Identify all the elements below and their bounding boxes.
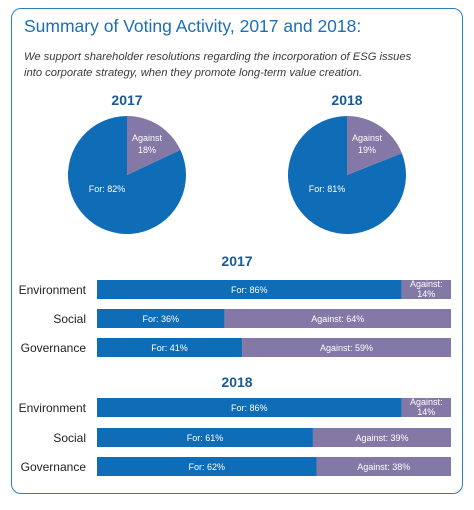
bar-2018-governance-label-against: Against: 38%: [357, 462, 410, 472]
bar-2018-environment-for: [97, 398, 402, 417]
subtitle-line-1: We support shareholder resolutions regar…: [24, 51, 412, 63]
bar-2017-category-governance: Governance: [21, 341, 87, 355]
pie-2017-label-against-value: 18%: [138, 145, 156, 155]
pie-2018-title: 2018: [331, 92, 363, 108]
bar-2017-environment-for: [97, 280, 402, 299]
pie-2018-label-against-word: Against: [352, 133, 383, 143]
bar-2018-governance-label-for: For: 62%: [188, 462, 225, 472]
bar-2017-governance-label-against: Against: 59%: [320, 343, 373, 353]
bar-2017-governance-for: [97, 338, 243, 357]
pie-2018-label-for: For: 81%: [309, 184, 346, 194]
bar-2017-social-label-against: Against: 64%: [311, 314, 364, 324]
bar-2018-environment-label-against-word: Against:: [410, 397, 443, 407]
bar-2017-environment-label-against-value: 14%: [417, 289, 435, 299]
bar-2018-category-social: Social: [53, 431, 86, 445]
bar-2018-environment-label-against-value: 14%: [417, 407, 435, 417]
bar-2017-environment-against: [401, 280, 451, 299]
pie-2017-label-for: For: 82%: [89, 184, 126, 194]
bar-2018-category-governance: Governance: [21, 460, 87, 474]
bar-2018-category-environment: Environment: [19, 401, 87, 415]
bar-2017-social-for: [97, 309, 225, 328]
pie-2018-slice-against: [347, 116, 402, 175]
bar-2017-category-social: Social: [53, 312, 86, 326]
bar-2017-environment-label-against-word: Against:: [410, 279, 443, 289]
bar-2018-social-for: [97, 428, 313, 447]
page-title: Summary of Voting Activity, 2017 and 201…: [24, 16, 362, 36]
bar-2018-social-label-against: Against: 39%: [355, 433, 408, 443]
subtitle-line-2: into corporate strategy, when they promo…: [24, 67, 363, 79]
bar-2017-social-label-for: For: 36%: [142, 314, 179, 324]
bar-2018-environment-against: [401, 398, 451, 417]
bar-2017-governance-label-for: For: 41%: [151, 343, 188, 353]
bar-2018-governance-for: [97, 457, 317, 476]
bars-2017-title: 2017: [221, 253, 253, 269]
pie-2018-label-against-value: 19%: [358, 145, 376, 155]
bar-2018-social-against: [312, 428, 451, 447]
summary-frame: [11, 8, 463, 494]
bar-2017-category-environment: Environment: [19, 283, 87, 297]
pie-2017-title: 2017: [111, 92, 143, 108]
bars-2018-title: 2018: [221, 374, 253, 390]
bar-2018-social-label-for: For: 61%: [187, 433, 224, 443]
bar-2017-environment-label-for: For: 86%: [231, 285, 268, 295]
bar-2017-governance-against: [242, 338, 451, 357]
bar-2018-governance-against: [316, 457, 451, 476]
pie-2017-slice-against: [127, 116, 181, 175]
bar-2018-environment-label-for: For: 86%: [231, 403, 268, 413]
bar-2017-social-against: [224, 309, 451, 328]
pie-2017-label-against-word: Against: [132, 133, 163, 143]
